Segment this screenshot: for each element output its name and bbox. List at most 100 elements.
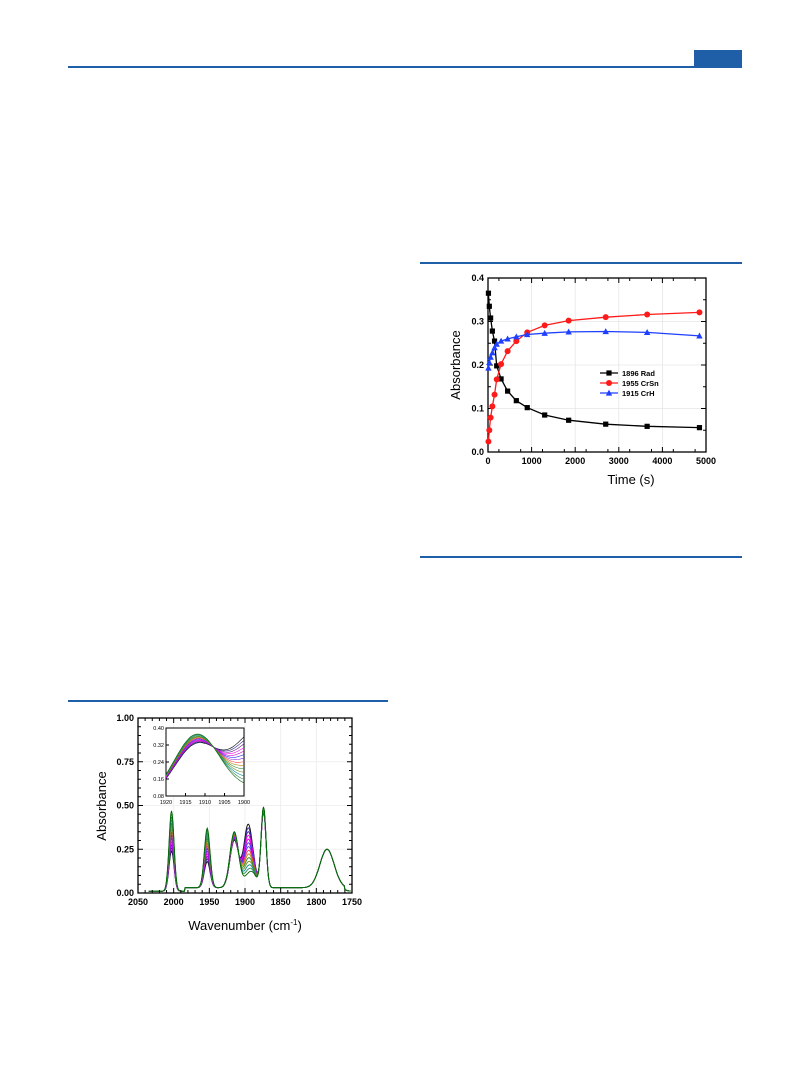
legend-marker [605, 389, 613, 396]
data-point [485, 438, 492, 445]
data-point [487, 353, 494, 360]
inset-trace [165, 740, 245, 779]
data-point [524, 405, 530, 411]
figure-top-rule [68, 700, 388, 702]
inset-trace [165, 739, 245, 778]
data-point [565, 317, 572, 324]
data-point [485, 364, 492, 371]
inset-y-tick-label: 0.16 [153, 777, 164, 783]
kinetics-figure: 0 1000 2000 3000 4000 5000 0.0 0.1 0.2 0.3 0.4 189… [430, 266, 720, 492]
legend-label: 1955 CrSn [622, 379, 659, 388]
data-point [493, 376, 500, 383]
x-tick-label: 1850 [271, 897, 291, 907]
inset-x-tick-label: 1920 [160, 800, 172, 806]
data-point [602, 328, 609, 335]
inset-trace [165, 733, 245, 784]
y-tick-label: 0.4 [471, 273, 484, 283]
legend-label: 1896 Rad [622, 369, 655, 378]
data-point [491, 344, 498, 351]
data-point [504, 335, 511, 342]
series-line [487, 330, 700, 369]
inset-y-tick-label: 0.24 [153, 760, 164, 766]
ir-spectrum-chart: 2050 2000 1950 1900 1850 1800 1750 0.00 0.25 0.50… [94, 713, 362, 933]
inset-chart: 1920 1915 1910 1905 1900 0.08 0.16 0.24 0.32 0.40 [153, 726, 250, 806]
inset-trace [165, 737, 245, 777]
y-tick-label: 0.1 [471, 404, 484, 414]
data-point [513, 398, 519, 404]
legend-marker [606, 380, 612, 386]
data-point [488, 315, 494, 321]
data-point [498, 361, 505, 368]
figure-top-rule [420, 262, 742, 264]
x-tick-label: 4000 [652, 456, 672, 466]
y-tick-label: 0.75 [116, 757, 134, 767]
x-tick-label: 1000 [522, 456, 542, 466]
spectrum-trace [148, 806, 351, 892]
legend-label: 1915 CrH [622, 389, 655, 398]
y-tick-label: 0.0 [471, 447, 484, 457]
inset-trace [165, 740, 245, 778]
data-point [505, 388, 511, 394]
inset-y-tick-label: 0.32 [153, 743, 164, 749]
x-tick-label: 1950 [199, 897, 219, 907]
header-tab [694, 50, 742, 66]
data-point [566, 417, 572, 423]
inset-x-tick-label: 1900 [238, 800, 250, 806]
x-tick-label: 2000 [565, 456, 585, 466]
data-point [602, 314, 609, 321]
x-axis-label: Wavenumber (cm-1) [188, 918, 302, 933]
y-axis-label: Absorbance [448, 330, 463, 399]
inset-trace [165, 736, 245, 779]
y-tick-label: 0.25 [116, 844, 134, 854]
x-tick-label: 2050 [128, 897, 148, 907]
data-point [644, 311, 651, 318]
kinetics-chart: 0 1000 2000 3000 4000 5000 0.0 0.1 0.2 0.3 0.4 189… [448, 273, 716, 487]
x-tick-label: 0 [485, 456, 490, 466]
data-point [486, 358, 493, 365]
data-point [541, 329, 548, 336]
data-point [485, 290, 492, 296]
data-point [487, 414, 494, 421]
x-axis-label: Time (s) [607, 472, 654, 487]
inset-y-tick-label: 0.40 [153, 726, 164, 732]
inset-trace [165, 735, 245, 776]
inset-trace [165, 736, 245, 776]
inset-y-tick-label: 0.08 [153, 794, 164, 800]
data-point [497, 337, 505, 344]
data-point [498, 376, 504, 382]
data-point [504, 348, 511, 355]
x-tick-label: 3000 [609, 456, 629, 466]
data-point [541, 322, 548, 329]
inset-trace [165, 734, 245, 780]
data-point [696, 425, 703, 431]
data-point [696, 309, 703, 316]
data-point [565, 328, 572, 335]
data-point [486, 303, 492, 309]
data-point [643, 328, 651, 335]
inset-trace [165, 738, 245, 777]
data-point [513, 338, 520, 345]
x-tick-label: 1800 [306, 897, 326, 907]
data-point [542, 412, 548, 418]
data-point [524, 331, 531, 338]
data-point [696, 332, 703, 339]
inset-x-tick-label: 1915 [179, 800, 191, 806]
y-tick-label: 0.3 [471, 317, 484, 327]
x-tick-label: 5000 [696, 456, 716, 466]
spectrum-trace [148, 808, 351, 892]
spectrum-trace [148, 809, 351, 892]
data-point [493, 340, 500, 347]
figure-bottom-rule [420, 556, 742, 558]
y-tick-label: 0.00 [116, 888, 134, 898]
y-axis-label: Absorbance [94, 771, 109, 840]
inset-x-tick-label: 1910 [199, 800, 211, 806]
data-point [494, 363, 500, 369]
data-point [489, 349, 496, 356]
data-point [603, 421, 609, 427]
y-tick-label: 1.00 [116, 713, 134, 723]
y-tick-label: 0.2 [471, 360, 484, 370]
data-point [491, 391, 498, 398]
data-point [644, 423, 650, 429]
data-point [489, 328, 495, 334]
